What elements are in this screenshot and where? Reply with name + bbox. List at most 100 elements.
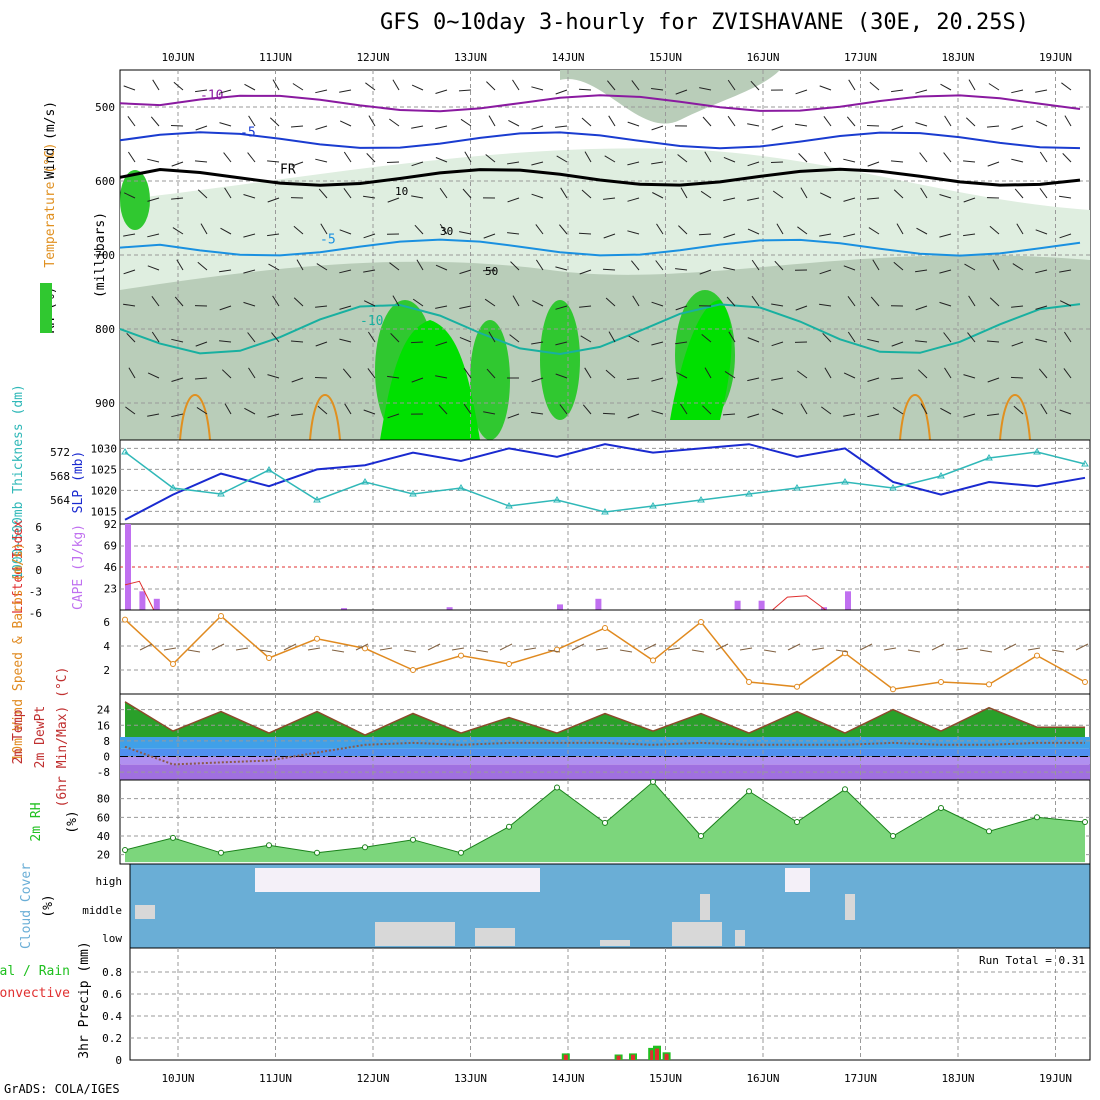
wind-barb [986, 340, 1000, 343]
contour-label: -10 [200, 88, 223, 103]
wind-barb [293, 225, 304, 235]
li-tick: -3 [29, 586, 42, 599]
wind-barb [628, 335, 640, 343]
wind-barb [700, 190, 712, 199]
surface-wind-barb [907, 649, 921, 653]
wind-barb [627, 197, 640, 202]
wind-barb [920, 187, 928, 199]
wind-barb [267, 160, 280, 163]
cape-bars [124, 524, 851, 615]
wind-barb [243, 269, 256, 274]
wind-barb [484, 298, 496, 307]
wind-barb [819, 85, 832, 91]
warm-contour [899, 394, 931, 441]
wind-barb [392, 79, 400, 91]
wind-barb [603, 233, 616, 239]
rh-tick: 60 [97, 811, 110, 824]
wind-barb [702, 116, 712, 127]
surface-wind-barb [355, 643, 369, 651]
slp-tick: 1015 [91, 505, 118, 518]
cloud-labels: Cloud Cover (%) [19, 863, 56, 949]
wind-barb [151, 331, 160, 343]
wind-barb [171, 197, 184, 200]
wind-speed-marker [794, 683, 800, 690]
top-date-label: 18JUN [941, 51, 974, 64]
thickness-marker [985, 454, 993, 461]
pressure-tick-label: 800 [95, 323, 115, 336]
wind-barb [944, 367, 952, 379]
wind-barb [627, 413, 640, 419]
bottom-date-label: 18JUN [941, 1072, 974, 1085]
wind-barb [296, 259, 304, 271]
pressure-tick-label: 500 [95, 101, 115, 114]
wind-barb [510, 261, 520, 271]
top-date-label: 15JUN [649, 51, 682, 64]
wind-barb [651, 88, 664, 91]
wind-barb [846, 116, 856, 127]
wind-barb [486, 368, 496, 379]
surface-wind-barb [523, 647, 537, 651]
wind-barb [559, 224, 568, 235]
thickness-marker [121, 448, 129, 455]
wind-barb [459, 231, 472, 235]
surface-wind-barb [475, 649, 489, 653]
surface-wind-barb [811, 647, 825, 651]
rh-legend-swatch [40, 283, 52, 333]
wind-barb [488, 331, 496, 343]
wind-barb [1035, 269, 1048, 274]
surface-wind-barb [931, 643, 945, 651]
wind-barb [290, 125, 304, 128]
lifted-index-line [767, 595, 831, 615]
contour-label: -5 [240, 125, 256, 140]
cape-labels: Lifted Index CAPE (J/kg) [11, 520, 86, 614]
wind-barb [772, 190, 784, 199]
rh-ticks: 20 40 60 80 [97, 793, 110, 862]
wind-barb [367, 331, 376, 343]
wind-barb [435, 305, 448, 309]
wind-barb [387, 413, 400, 419]
wind-speed-marker [458, 652, 464, 659]
cloud-ticks: high middle low [82, 875, 122, 945]
wind-barb [293, 297, 304, 307]
cloud-gray-block [845, 894, 855, 920]
wind-barb [727, 115, 736, 127]
wind-barb [651, 377, 664, 382]
wind-barb [531, 86, 544, 91]
wind-barb [197, 189, 208, 199]
surface-wind-barb [259, 649, 273, 653]
surface-wind-barb [979, 649, 993, 653]
wind-barb [939, 233, 952, 238]
temperature-axis-label: 2m DewPt [33, 706, 48, 769]
thickness-marker [937, 472, 945, 479]
wind-barb [535, 224, 544, 235]
precip-convective-bar [650, 1050, 655, 1060]
contour-label: -10 [360, 314, 383, 329]
wind-barb [560, 187, 568, 199]
wind-barb [627, 230, 640, 235]
wind-barb [675, 305, 688, 311]
wind-barb [439, 223, 448, 235]
top-date-label: 13JUN [454, 51, 487, 64]
wind-barb [963, 374, 976, 379]
wind-barb [987, 377, 1000, 383]
cloud-panel: high middle low Cloud Cover (%) [19, 863, 1091, 949]
wind-barb [1059, 300, 1072, 307]
wind-barb [651, 125, 664, 131]
temperature-tick: 8 [103, 735, 110, 748]
wind-barb [363, 269, 376, 273]
wind-barb [968, 79, 976, 91]
rh-moist-cell [120, 170, 150, 230]
wind-barb [605, 369, 616, 379]
wind-barb [940, 83, 952, 91]
wind-barb [531, 161, 544, 166]
wind-barb [795, 305, 808, 311]
wind-barb [943, 152, 952, 163]
thickness-marker [313, 496, 321, 503]
precip-convective-bar [563, 1054, 568, 1060]
wind-barb [272, 295, 280, 307]
wind-barb [243, 301, 256, 307]
cloud-clear-block [785, 868, 810, 892]
slp-lines [121, 443, 1089, 521]
wind-barb [343, 188, 352, 199]
wind-barb [890, 377, 904, 380]
